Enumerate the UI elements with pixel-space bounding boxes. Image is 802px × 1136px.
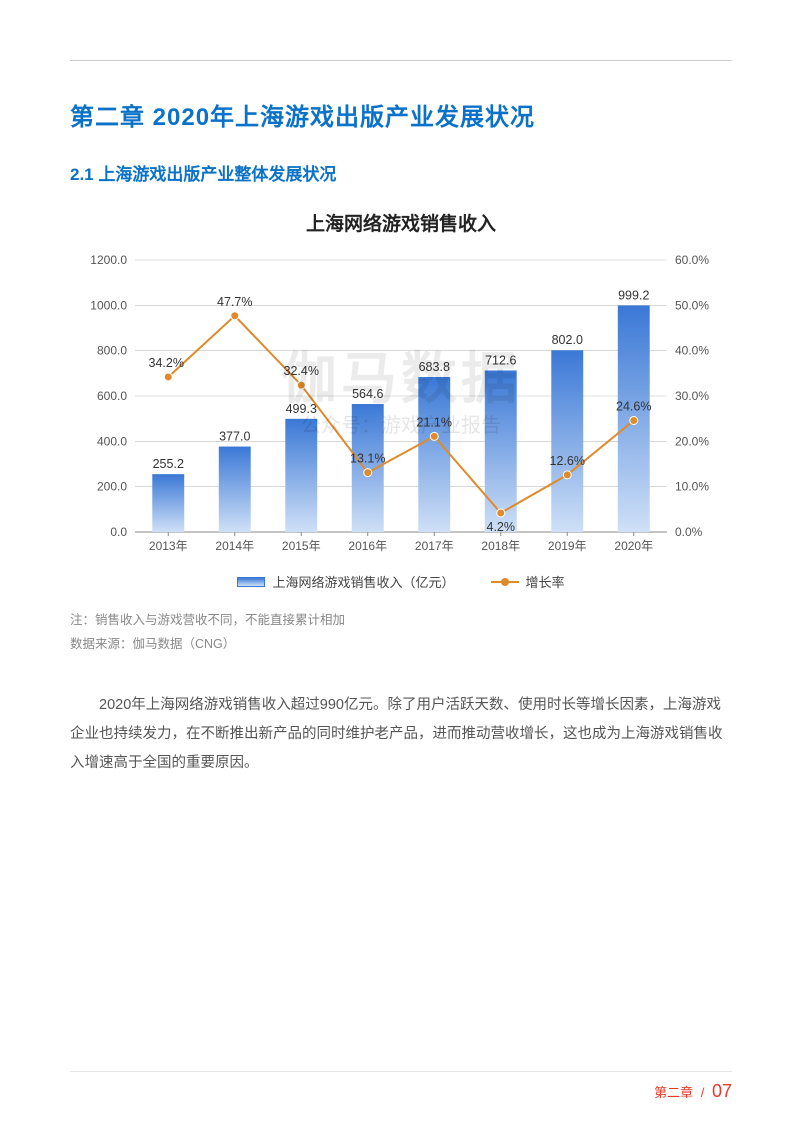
chart-title: 上海网络游戏销售收入 [81,209,721,236]
svg-text:2018年: 2018年 [481,539,520,553]
svg-text:21.1%: 21.1% [417,415,452,429]
svg-text:60.0%: 60.0% [675,253,709,267]
top-divider [70,60,732,61]
chart-container: 上海网络游戏销售收入 伽马数据 公众号：游戏产业报告 0.00.0%200.01… [81,209,721,591]
legend-line-swatch [491,581,519,583]
svg-text:30.0%: 30.0% [675,389,709,403]
svg-text:34.2%: 34.2% [149,356,184,370]
svg-text:999.2: 999.2 [618,289,649,303]
svg-text:2014年: 2014年 [215,539,254,553]
svg-text:600.0: 600.0 [97,389,127,403]
svg-text:40.0%: 40.0% [675,344,709,358]
svg-text:24.6%: 24.6% [616,399,651,413]
svg-text:802.0: 802.0 [552,333,583,347]
chapter-title: 第二章 2020年上海游戏出版产业发展状况 [70,97,732,132]
svg-text:2015年: 2015年 [282,539,321,553]
svg-text:200.0: 200.0 [97,480,127,494]
svg-text:255.2: 255.2 [153,457,184,471]
svg-text:2020年: 2020年 [614,539,653,553]
svg-text:377.0: 377.0 [219,430,250,444]
body-paragraph: 2020年上海网络游戏销售收入超过990亿元。除了用户活跃天数、使用时长等增长因… [70,691,732,778]
svg-text:1200.0: 1200.0 [90,253,127,267]
svg-text:50.0%: 50.0% [675,298,709,312]
footer-chapter-label: 第二章 [654,1085,693,1100]
svg-text:712.6: 712.6 [485,353,516,367]
bottom-divider [70,1071,732,1072]
section-title: 2.1 上海游戏出版产业整体发展状况 [70,160,732,185]
legend-bar-item: 上海网络游戏销售收入（亿元） [237,572,454,591]
chart-svg: 0.0 0.0% 200.0 10.0% 400.0 20.0% 600.0 30.0% 800… [81,250,721,560]
svg-text:1000.0: 1000.0 [90,298,127,312]
svg-text:2017年: 2017年 [415,539,454,553]
note-line-2: 数据来源：伽马数据（CNG） [70,633,732,657]
legend-bar-label: 上海网络游戏销售收入（亿元） [272,572,454,591]
legend-bar-swatch [237,577,265,587]
svg-text:32.4%: 32.4% [284,364,319,378]
svg-text:10.0%: 10.0% [675,480,709,494]
legend-line-item: 增长率 [491,572,565,591]
footer-page-number: 07 [712,1081,732,1101]
legend-line-label: 增长率 [526,572,565,591]
svg-text:2016年: 2016年 [348,539,387,553]
svg-text:4.2%: 4.2% [487,520,516,534]
svg-text:683.8: 683.8 [419,360,450,374]
chart-notes: 注：销售收入与游戏营收不同，不能直接累计相加 数据来源：伽马数据（CNG） [70,609,732,657]
page-footer: 第二章 / 07 [654,1081,732,1102]
svg-text:400.0: 400.0 [97,434,127,448]
svg-text:800.0: 800.0 [97,344,127,358]
note-line-1: 注：销售收入与游戏营收不同，不能直接累计相加 [70,609,732,633]
svg-text:0.0: 0.0 [110,525,127,539]
svg-text:564.6: 564.6 [352,387,383,401]
footer-separator: / [701,1085,705,1100]
svg-text:2019年: 2019年 [548,539,587,553]
svg-text:12.6%: 12.6% [550,454,585,468]
svg-text:47.7%: 47.7% [217,295,252,309]
svg-text:0.0%: 0.0% [675,525,703,539]
svg-text:13.1%: 13.1% [350,452,385,466]
svg-text:20.0%: 20.0% [675,434,709,448]
chart-plot: 伽马数据 公众号：游戏产业报告 0.00.0%200.010.0%400.020… [81,250,721,560]
svg-text:499.3: 499.3 [286,402,317,416]
svg-text:2013年: 2013年 [149,539,188,553]
chart-legend: 上海网络游戏销售收入（亿元） 增长率 [81,572,721,591]
